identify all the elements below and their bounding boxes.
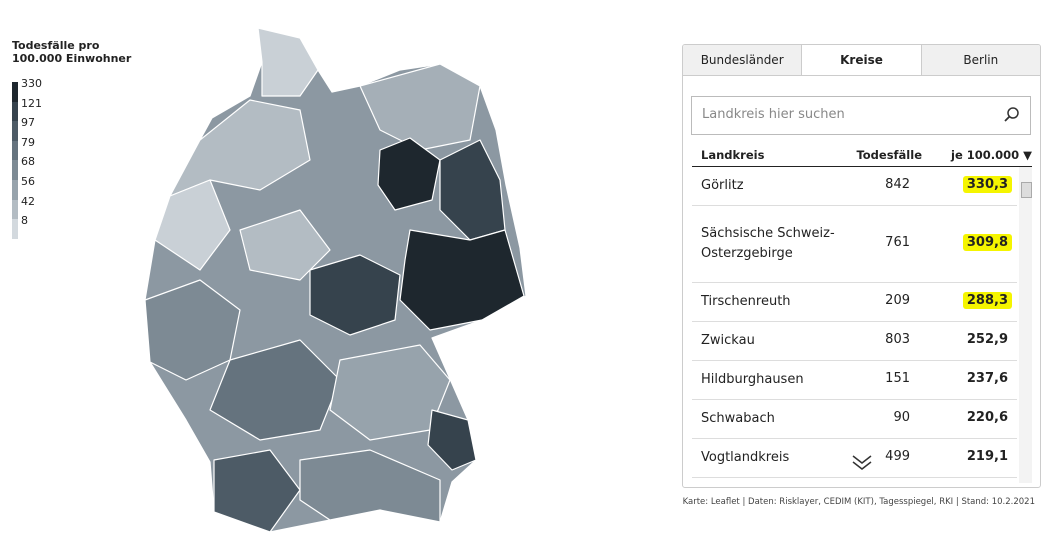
table-body: Görlitz 842 330,3 Sächsische Schweiz-Osterz… <box>692 167 1017 478</box>
table-row[interactable]: Schwabach 90 220,6 <box>692 400 1017 439</box>
legend-label: 121 <box>21 96 42 110</box>
search-placeholder: Landkreis hier suchen <box>702 107 845 122</box>
tab[interactable]: Berlin <box>921 45 1040 75</box>
legend-label: 68 <box>21 155 35 169</box>
header-cell[interactable]: je 100.000 ▼ <box>951 148 1032 162</box>
legend-swatch <box>12 82 18 102</box>
scroll-thumb[interactable] <box>1021 182 1032 198</box>
legend-swatch <box>12 199 18 220</box>
map-region <box>427 409 477 471</box>
table-row[interactable]: Vogtlandkreis 499 219,1 <box>692 439 1017 478</box>
cell-je-100000: 219,1 <box>966 449 1008 464</box>
legend-swatch <box>12 121 18 141</box>
cell-landkreis: Zwickau <box>701 333 755 348</box>
footer: Karte: Leaflet | Daten: Risklayer, CEDIM… <box>682 497 1035 507</box>
legend-swatch <box>12 219 18 239</box>
map-region <box>299 449 441 523</box>
cell-landkreis: Görlitz <box>701 178 744 193</box>
cell-todesfaelle: 90 <box>893 410 910 425</box>
legend-label: 79 <box>21 135 35 149</box>
table-row[interactable]: Tirschenreuth 209 288,3 <box>692 283 1017 322</box>
legend-title: 100.000 Einwohner <box>12 52 132 65</box>
cell-landkreis: Schwabach <box>701 411 775 426</box>
map-region <box>239 209 331 281</box>
map-region <box>377 137 441 211</box>
cell-landkreis: Vogtlandkreis <box>701 450 790 465</box>
scroll-down-icon[interactable] <box>851 453 873 471</box>
table-header: Landkreis Todesfälle je 100.000 ▼ <box>692 148 1032 167</box>
cell-landkreis: Sächsische Schweiz-Osterzgebirge <box>701 226 835 261</box>
cell-je-100000: 220,6 <box>966 410 1008 425</box>
table-row[interactable]: Hildburghausen 151 237,6 <box>692 361 1017 400</box>
search-box[interactable]: Landkreis hier suchen <box>691 96 1031 135</box>
legend-title: Todesfälle pro <box>12 39 100 52</box>
map-region <box>213 449 301 533</box>
cell-je-100000: 237,6 <box>966 371 1008 386</box>
cell-todesfaelle: 151 <box>885 371 910 386</box>
search-icon <box>1004 107 1019 122</box>
cell-je-100000: 309,8 <box>962 234 1012 251</box>
cell-je-100000: 288,3 <box>962 292 1012 309</box>
legend-swatch <box>12 101 18 122</box>
cell-todesfaelle: 209 <box>885 293 910 308</box>
legend-label: 330 <box>21 77 42 90</box>
legend-label: 42 <box>21 194 35 208</box>
table-row[interactable]: Görlitz 842 330,3 <box>692 167 1017 206</box>
map-region <box>154 179 231 271</box>
table-row[interactable]: Zwickau 803 252,9 <box>692 322 1017 361</box>
cell-landkreis: Hildburghausen <box>701 372 804 387</box>
cell-je-100000: 252,9 <box>966 332 1008 347</box>
legend-label: 56 <box>21 174 35 188</box>
map-region <box>359 63 481 151</box>
legend-label: 97 <box>21 116 35 130</box>
map-region <box>309 254 401 336</box>
cell-todesfaelle: 499 <box>885 449 910 464</box>
map-region <box>399 229 525 331</box>
cell-todesfaelle: 761 <box>885 235 910 250</box>
tabs: Bundesländer Kreise Berlin <box>683 45 1040 76</box>
tab[interactable]: Bundesländer <box>683 45 803 75</box>
cell-je-100000: 330,3 <box>962 176 1012 193</box>
scrollbar[interactable] <box>1019 167 1032 483</box>
table-row[interactable]: Sächsische Schweiz-Osterzgebirge 761 309,8 <box>692 206 1017 283</box>
legend-swatch <box>12 179 18 200</box>
legend-swatch <box>12 160 18 180</box>
cell-landkreis: Tirschenreuth <box>701 294 791 309</box>
table-panel: Bundesländer Kreise Berlin Landkreis hier … <box>682 44 1041 488</box>
map <box>144 27 527 533</box>
map-region <box>209 339 341 441</box>
map-region <box>257 27 319 97</box>
cell-todesfaelle: 842 <box>885 177 910 192</box>
cell-todesfaelle: 803 <box>885 332 910 347</box>
header-cell[interactable]: Todesfälle <box>856 148 922 162</box>
tab[interactable]: Kreise <box>802 45 922 75</box>
legend-label: 8 <box>21 214 28 228</box>
header-cell[interactable]: Landkreis <box>701 148 765 162</box>
legend-swatch <box>12 140 18 161</box>
